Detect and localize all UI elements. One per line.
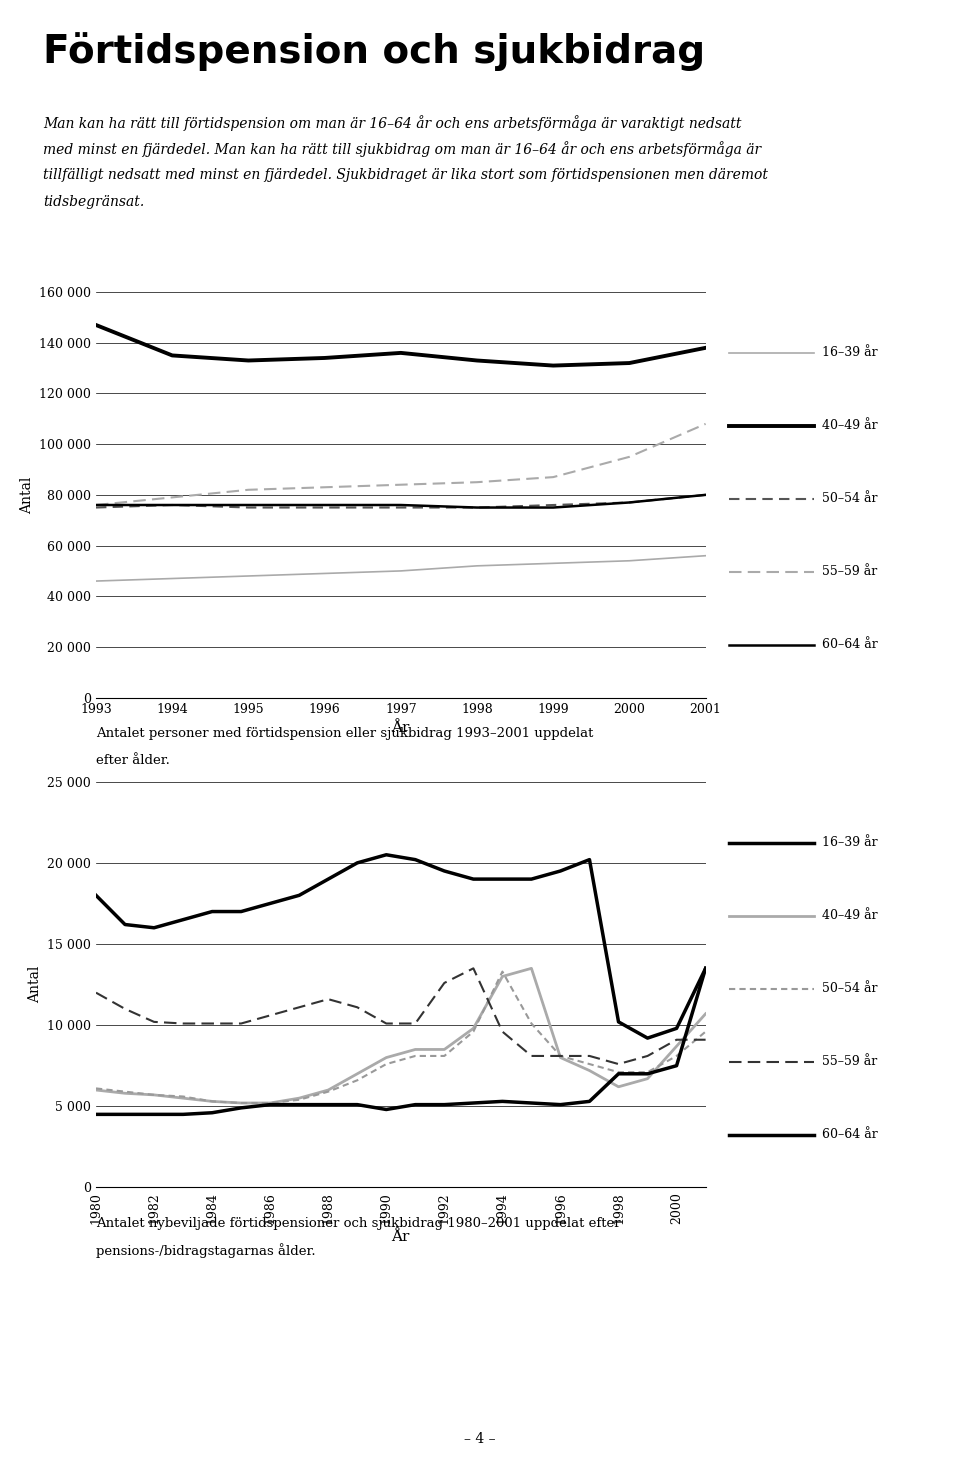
Y-axis label: Antal: Antal	[19, 476, 34, 513]
Text: tidsbegränsat.: tidsbegränsat.	[43, 195, 144, 208]
Text: med minst en fjärdedel. Man kan ha rätt till sjukbidrag om man är 16–64 år och e: med minst en fjärdedel. Man kan ha rätt …	[43, 142, 761, 158]
Text: efter ålder.: efter ålder.	[96, 754, 170, 767]
Text: 55–59 år: 55–59 år	[822, 1055, 877, 1068]
Text: 16–39 år: 16–39 år	[822, 347, 877, 360]
Text: 55–59 år: 55–59 år	[822, 565, 877, 578]
Text: 50–54 år: 50–54 år	[822, 493, 877, 506]
X-axis label: År: År	[392, 1230, 410, 1243]
Text: 16–39 år: 16–39 år	[822, 836, 877, 850]
Text: 60–64 år: 60–64 år	[822, 639, 877, 652]
Text: pensions-/bidragstagarnas ålder.: pensions-/bidragstagarnas ålder.	[96, 1243, 316, 1258]
Text: tillfälligt nedsatt med minst en fjärdedel. Sjukbidraget är lika stort som förti: tillfälligt nedsatt med minst en fjärded…	[43, 168, 768, 181]
Text: Man kan ha rätt till förtidspension om man är 16–64 år och ens arbetsförmåga är : Man kan ha rätt till förtidspension om m…	[43, 115, 742, 131]
Text: Förtidspension och sjukbidrag: Förtidspension och sjukbidrag	[43, 32, 706, 71]
Text: 40–49 år: 40–49 år	[822, 909, 877, 922]
Y-axis label: Antal: Antal	[28, 966, 41, 1003]
Text: – 4 –: – 4 –	[465, 1432, 495, 1446]
Text: 50–54 år: 50–54 år	[822, 982, 877, 996]
Text: Antalet personer med förtidspension eller sjukbidrag 1993–2001 uppdelat: Antalet personer med förtidspension elle…	[96, 727, 593, 740]
X-axis label: År: År	[392, 721, 410, 735]
Text: 40–49 år: 40–49 år	[822, 419, 877, 432]
Text: Antalet nybeviljade förtidspensioner och sjukbidrag 1980–2001 uppdelat efter: Antalet nybeviljade förtidspensioner och…	[96, 1217, 620, 1230]
Text: 60–64 år: 60–64 år	[822, 1128, 877, 1142]
